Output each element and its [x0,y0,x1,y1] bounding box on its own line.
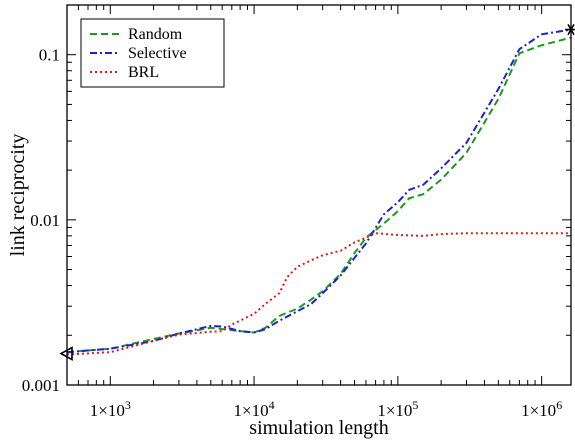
y-tick-label: 0.001 [22,376,60,395]
series-line-brl [66,232,571,356]
y-tick-label: 0.01 [30,211,60,230]
series-line-selective [66,28,572,354]
y-axis-label: link reciprocity [7,134,29,257]
y-tick-label: 0.1 [39,46,60,65]
legend-items: Random Selective BRL [90,26,187,81]
plot-frame [66,4,572,386]
tick-layer: 1×103 1×104 1×105 1×106 0.001 0.01 0.1 [22,4,571,420]
legend: Random Selective BRL [80,18,225,88]
x-tick-label: 1×105 [377,398,418,420]
series-line-random [66,36,572,354]
end-marker-asterisk [565,23,575,36]
legend-label-random: Random [128,26,183,43]
x-tick-label: 1×104 [234,398,275,420]
legend-box [80,18,225,88]
series-layer [66,28,572,356]
x-tick-label: 1×106 [521,398,562,420]
x-tick-label: 1×103 [90,398,131,420]
x-axis-label: simulation length [249,417,388,439]
legend-label-selective: Selective [128,45,187,62]
legend-label-brl: BRL [128,64,159,81]
